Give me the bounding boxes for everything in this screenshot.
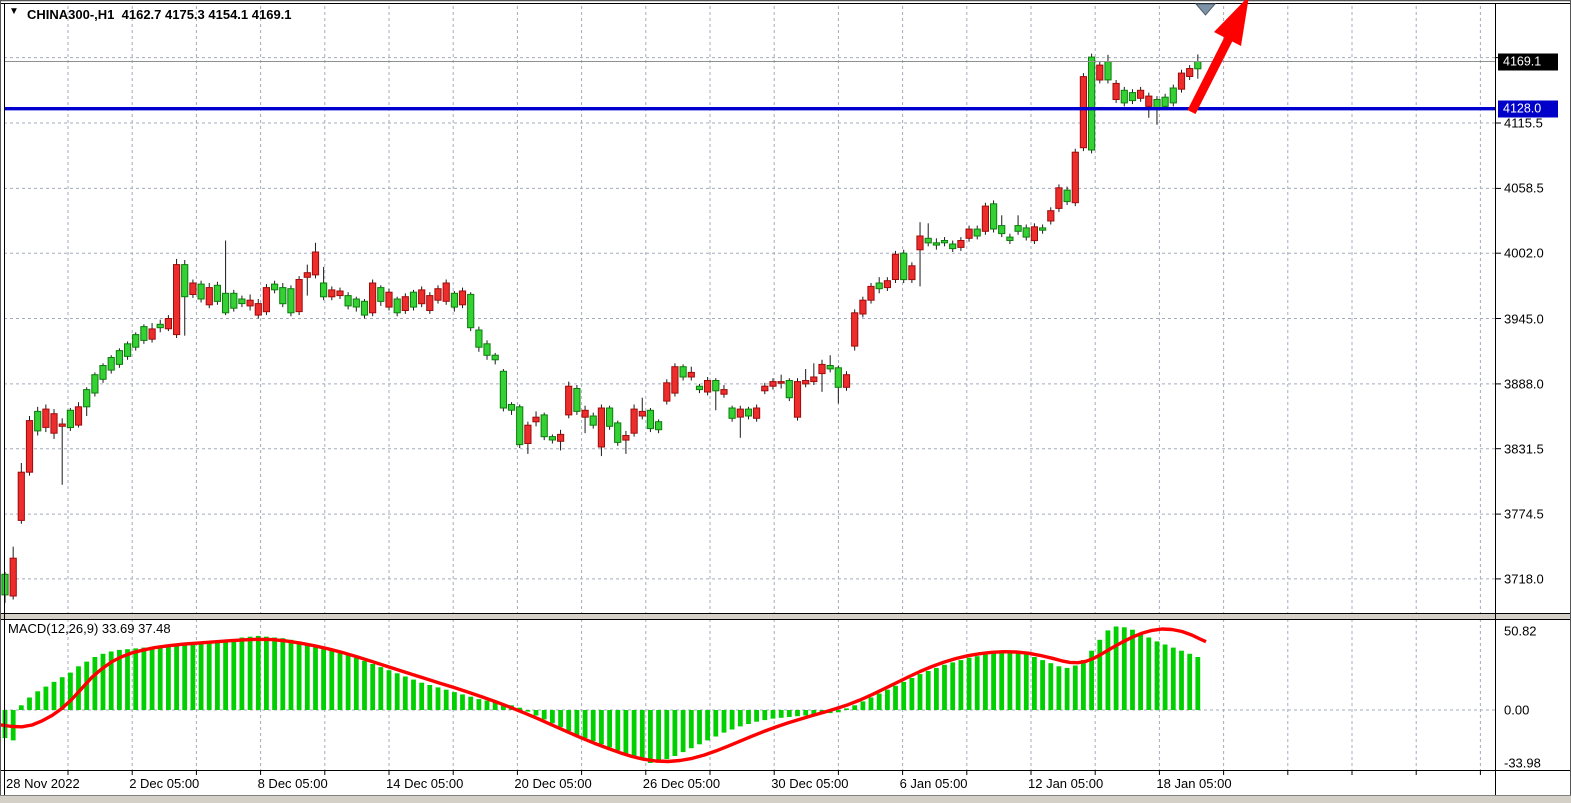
symbol-dropdown-icon[interactable]: ▼	[9, 6, 19, 17]
price-tick-label: 4115.5	[1504, 115, 1543, 131]
macd-indicator-label: MACD(12,26,9) 33.69 37.48	[8, 621, 171, 636]
gray-down-triangle-marker[interactable]	[1194, 3, 1217, 16]
time-tick-label: 6 Jan 05:00	[899, 776, 968, 791]
price-tick-label: 4058.5	[1504, 180, 1544, 196]
bid-price-badge: 4169.1	[1498, 53, 1558, 71]
time-tick-label: 30 Dec 05:00	[771, 776, 849, 791]
time-tick-label: 8 Dec 05:00	[257, 776, 328, 791]
price-tick-label: 3888.0	[1504, 376, 1544, 392]
time-tick-label: 18 Jan 05:00	[1156, 776, 1232, 791]
time-tick-label: 26 Dec 05:00	[642, 776, 721, 791]
price-tick-label: 3718.0	[1504, 571, 1544, 587]
time-tick-label: 14 Dec 05:00	[386, 776, 464, 791]
chart-title-ohlc: CHINA300-,H1 4162.7 4175.3 4154.1 4169.1	[27, 7, 292, 22]
support-level-badge: 4128.0	[1498, 100, 1558, 118]
price-tick-label: 3774.5	[1504, 506, 1544, 522]
macd-tick-label: 0.00	[1504, 702, 1530, 718]
time-tick-label: 28 Nov 2022	[6, 776, 80, 791]
macd-tick-label: 50.82	[1504, 623, 1537, 639]
price-tick-label: 4002.0	[1504, 245, 1544, 261]
time-tick-label: 20 Dec 05:00	[514, 776, 592, 791]
price-tick-label: 3831.5	[1504, 441, 1544, 457]
trend-arrow[interactable]	[1187, 0, 1250, 115]
time-tick-label: 2 Dec 05:00	[129, 776, 200, 791]
macd-tick-label: -33.98	[1504, 755, 1541, 771]
price-tick-label: 3945.0	[1504, 311, 1544, 327]
time-tick-label: 12 Jan 05:00	[1028, 776, 1104, 791]
